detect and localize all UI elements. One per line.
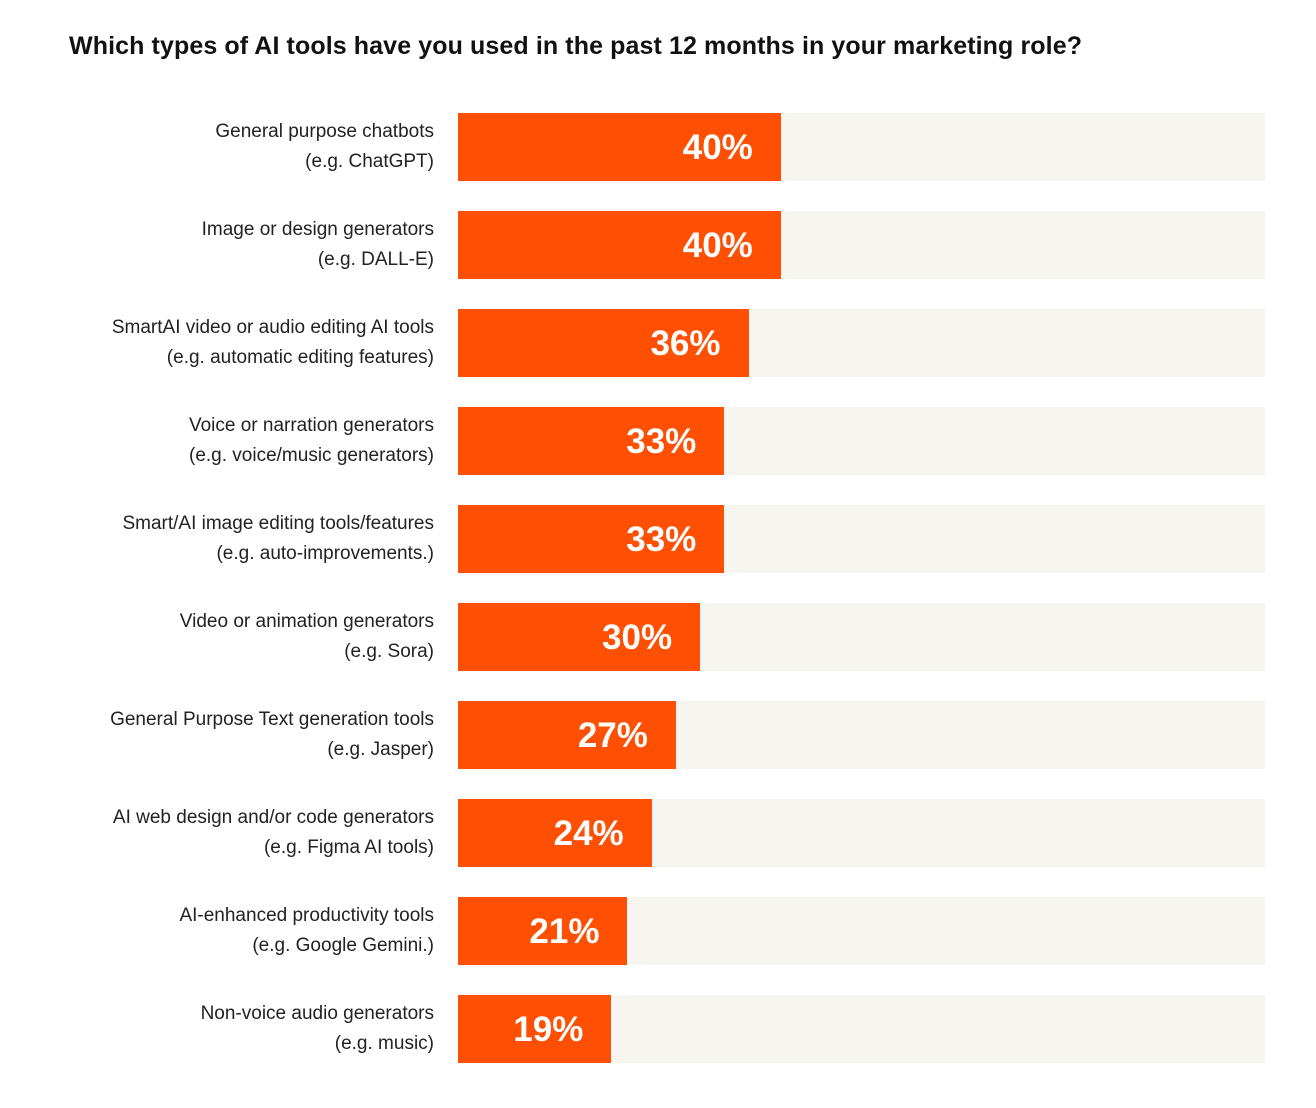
category-label: AI web design and/or code generators (e.g… xyxy=(113,799,434,867)
bar-value-label: 30% xyxy=(602,618,673,657)
category-label: Smart/AI image editing tools/features (e.… xyxy=(122,505,434,573)
category-name: Video or animation generators xyxy=(179,611,434,632)
bar-value-label: 27% xyxy=(577,716,648,755)
category-name: AI web design and/or code generators xyxy=(112,807,434,828)
bar-track: 33% xyxy=(458,505,1265,573)
bar-value-label: 33% xyxy=(626,422,697,461)
category-label: Non-voice audio generators (e.g. music) xyxy=(201,995,434,1063)
bar-track: 40% xyxy=(458,211,1265,279)
category-label: AI-enhanced productivity tools (e.g. Goog… xyxy=(179,897,434,965)
bar: 19% xyxy=(458,995,612,1063)
bar-row: General purpose chatbots (e.g. ChatGPT) 40… xyxy=(0,113,1316,181)
bar: 40% xyxy=(458,113,781,181)
bar-row: SmartAI video or audio editing AI tools (… xyxy=(0,309,1316,377)
bar: 36% xyxy=(458,309,749,377)
chart-title: Which types of AI tools have you used in… xyxy=(69,32,1083,60)
bar-row: AI web design and/or code generators (e.g… xyxy=(0,799,1316,867)
bar-row: Non-voice audio generators (e.g. music) 19… xyxy=(0,995,1316,1063)
bar-value-label: 33% xyxy=(626,520,697,559)
bar: 33% xyxy=(458,505,725,573)
bar-row: Image or design generators (e.g. DALL-E) 4… xyxy=(0,211,1316,279)
bar-value-label: 19% xyxy=(513,1010,584,1049)
bar-track: 27% xyxy=(458,701,1265,769)
bar-track: 19% xyxy=(458,995,1265,1063)
bar-value-label: 21% xyxy=(529,912,600,951)
bar: 27% xyxy=(458,701,676,769)
bar: 40% xyxy=(458,211,781,279)
bar-track: 24% xyxy=(458,799,1265,867)
category-example: (e.g. Figma AI tools) xyxy=(263,837,434,858)
category-label: General purpose chatbots (e.g. ChatGPT) xyxy=(215,113,434,181)
category-label: General Purpose Text generation tools (e.… xyxy=(110,701,434,769)
category-label: Voice or narration generators (e.g. voice… xyxy=(189,407,434,475)
bar-row: AI-enhanced productivity tools (e.g. Goog… xyxy=(0,897,1316,965)
bar-row: Video or animation generators (e.g. Sora)… xyxy=(0,603,1316,671)
category-label: Image or design generators (e.g. DALL-E) xyxy=(202,211,434,279)
bar: 21% xyxy=(458,897,628,965)
bar: 24% xyxy=(458,799,652,867)
bar-track: 21% xyxy=(458,897,1265,965)
bar: 30% xyxy=(458,603,701,671)
category-example: (e.g. automatic editing features) xyxy=(166,347,434,368)
bar-chart: General purpose chatbots (e.g. ChatGPT) 40… xyxy=(0,113,1316,1093)
bar-row: Voice or narration generators (e.g. voice… xyxy=(0,407,1316,475)
category-example: (e.g. auto-improvements.) xyxy=(216,543,434,564)
category-example: (e.g. Jasper) xyxy=(327,739,434,760)
bar-track: 30% xyxy=(458,603,1265,671)
category-name: SmartAI video or audio editing AI tools xyxy=(111,317,434,338)
bar-value-label: 40% xyxy=(682,226,753,265)
category-example: (e.g. DALL-E) xyxy=(317,249,434,270)
category-name: Image or design generators xyxy=(201,219,434,240)
bar-value-label: 40% xyxy=(682,128,753,167)
category-example: (e.g. ChatGPT) xyxy=(305,151,434,172)
category-example: (e.g. Google Gemini.) xyxy=(252,935,434,956)
category-example: (e.g. voice/music generators) xyxy=(189,445,434,466)
category-name: Voice or narration generators xyxy=(188,415,434,436)
category-label: Video or animation generators (e.g. Sora) xyxy=(180,603,434,671)
category-example: (e.g. music) xyxy=(334,1033,434,1054)
bar-track: 33% xyxy=(458,407,1265,475)
bar-value-label: 36% xyxy=(650,324,721,363)
category-name: Smart/AI image editing tools/features xyxy=(122,513,434,534)
bar-track: 40% xyxy=(458,113,1265,181)
category-example: (e.g. Sora) xyxy=(344,641,434,662)
category-name: General Purpose Text generation tools xyxy=(110,709,434,730)
bar-row: General Purpose Text generation tools (e.… xyxy=(0,701,1316,769)
category-name: AI-enhanced productivity tools xyxy=(179,905,434,926)
category-name: General purpose chatbots xyxy=(215,121,434,142)
category-name: Non-voice audio generators xyxy=(200,1003,434,1024)
bar-row: Smart/AI image editing tools/features (e.… xyxy=(0,505,1316,573)
bar-value-label: 24% xyxy=(553,814,624,853)
category-label: SmartAI video or audio editing AI tools (… xyxy=(112,309,434,377)
bar: 33% xyxy=(458,407,725,475)
bar-track: 36% xyxy=(458,309,1265,377)
